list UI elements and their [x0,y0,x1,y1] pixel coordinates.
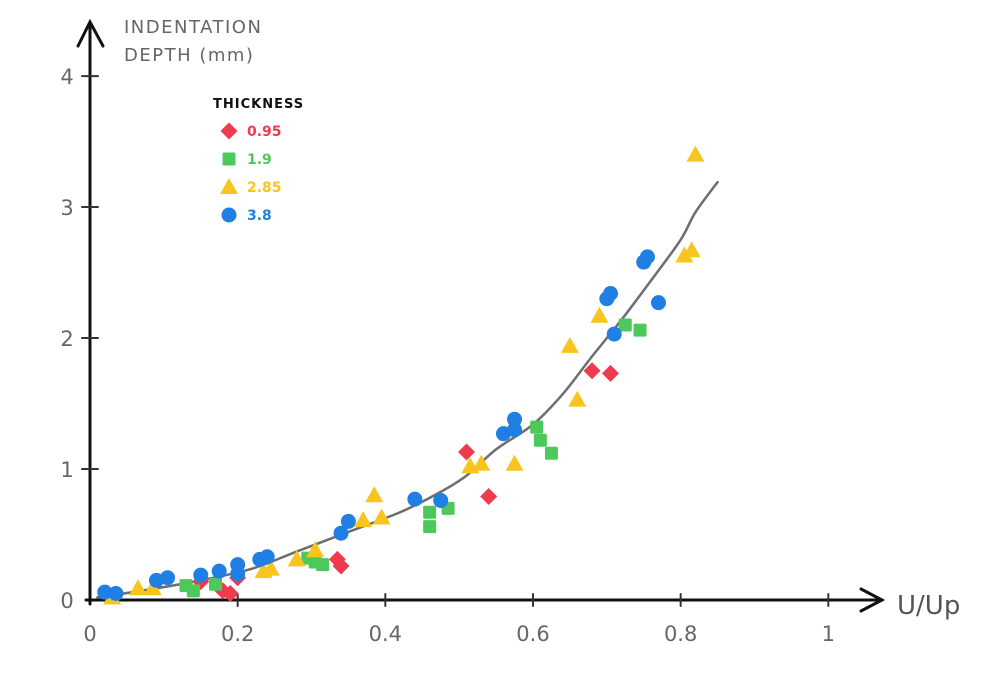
point-square [633,323,647,337]
point-circle [97,584,113,600]
point-square [209,577,223,591]
point-triangle [143,579,162,596]
x-tick-label: 1 [822,622,835,646]
point-diamond [221,584,239,602]
point-circle [259,549,275,565]
point-square [186,584,200,598]
point-triangle [261,559,280,576]
point-circle [651,295,667,311]
x-tick-label: 0.8 [664,622,697,646]
point-circle [230,557,246,573]
point-square [618,318,632,332]
y-tick-label: 2 [60,327,73,351]
point-triangle [372,508,391,525]
point-circle [433,492,449,508]
x-tick-label: 0 [83,622,96,646]
point-triangle [686,145,705,162]
legend-marker-square [222,152,236,166]
point-square [423,505,437,519]
legend-marker-circle [221,207,237,223]
x-axis-label: U/Up [897,591,960,621]
point-diamond [480,488,498,506]
x-axis-arrow [859,587,886,613]
point-diamond [458,443,476,461]
legend: THICKNESS 0.95 1.9 2.85 3.8 [213,97,304,224]
x-tick-label: 0.2 [221,622,254,646]
y-axis-label: INDENTATION DEPTH (mm) [124,17,263,66]
legend-label: 0.95 [247,124,282,140]
point-circle [108,585,124,601]
point-triangle [354,511,373,528]
point-triangle [682,241,701,258]
point-triangle [560,336,579,353]
point-triangle [128,579,147,596]
point-triangle [287,550,306,567]
fit-curve [96,180,719,599]
point-circle [407,491,423,507]
legend-label: 2.85 [247,180,282,196]
point-square [533,433,547,447]
point-circle [160,570,176,586]
x-tick-label: 0.4 [369,622,402,646]
legend-marker-triangle [220,178,238,194]
point-triangle [568,390,587,407]
axis-tick-labels: 0 0.2 0.4 0.6 0.8 1 0 1 2 3 4 [60,65,835,646]
x-tick-label: 0.6 [516,622,549,646]
point-triangle [505,454,524,471]
legend-marker-diamond [220,122,238,140]
axis-ticks [81,75,830,607]
y-axis-arrow [76,18,105,48]
fit-curve-group [96,180,719,599]
legend-label: 3.8 [247,208,272,224]
point-square [544,446,558,460]
point-circle [340,513,356,529]
point-circle [507,411,523,427]
y-tick-label: 4 [60,65,73,89]
point-circle [639,249,655,265]
point-circle [603,286,619,302]
legend-title: THICKNESS [213,97,304,112]
point-diamond [602,364,620,382]
point-square [530,420,544,434]
point-triangle [472,454,491,471]
y-tick-label: 3 [60,196,73,220]
point-triangle [590,306,609,323]
legend-label: 1.9 [247,152,272,168]
point-diamond [583,362,601,380]
point-circle [211,563,227,579]
point-circle [507,422,523,438]
point-square [423,520,437,534]
point-circle [193,567,209,583]
point-diamond [332,557,350,575]
point-triangle [306,541,325,558]
y-tick-label: 0 [60,589,73,613]
point-circle [606,326,622,342]
y-tick-label: 1 [60,458,73,482]
point-triangle [365,486,384,503]
point-square [316,558,330,572]
point-circle [333,525,349,541]
data-points [97,145,705,605]
